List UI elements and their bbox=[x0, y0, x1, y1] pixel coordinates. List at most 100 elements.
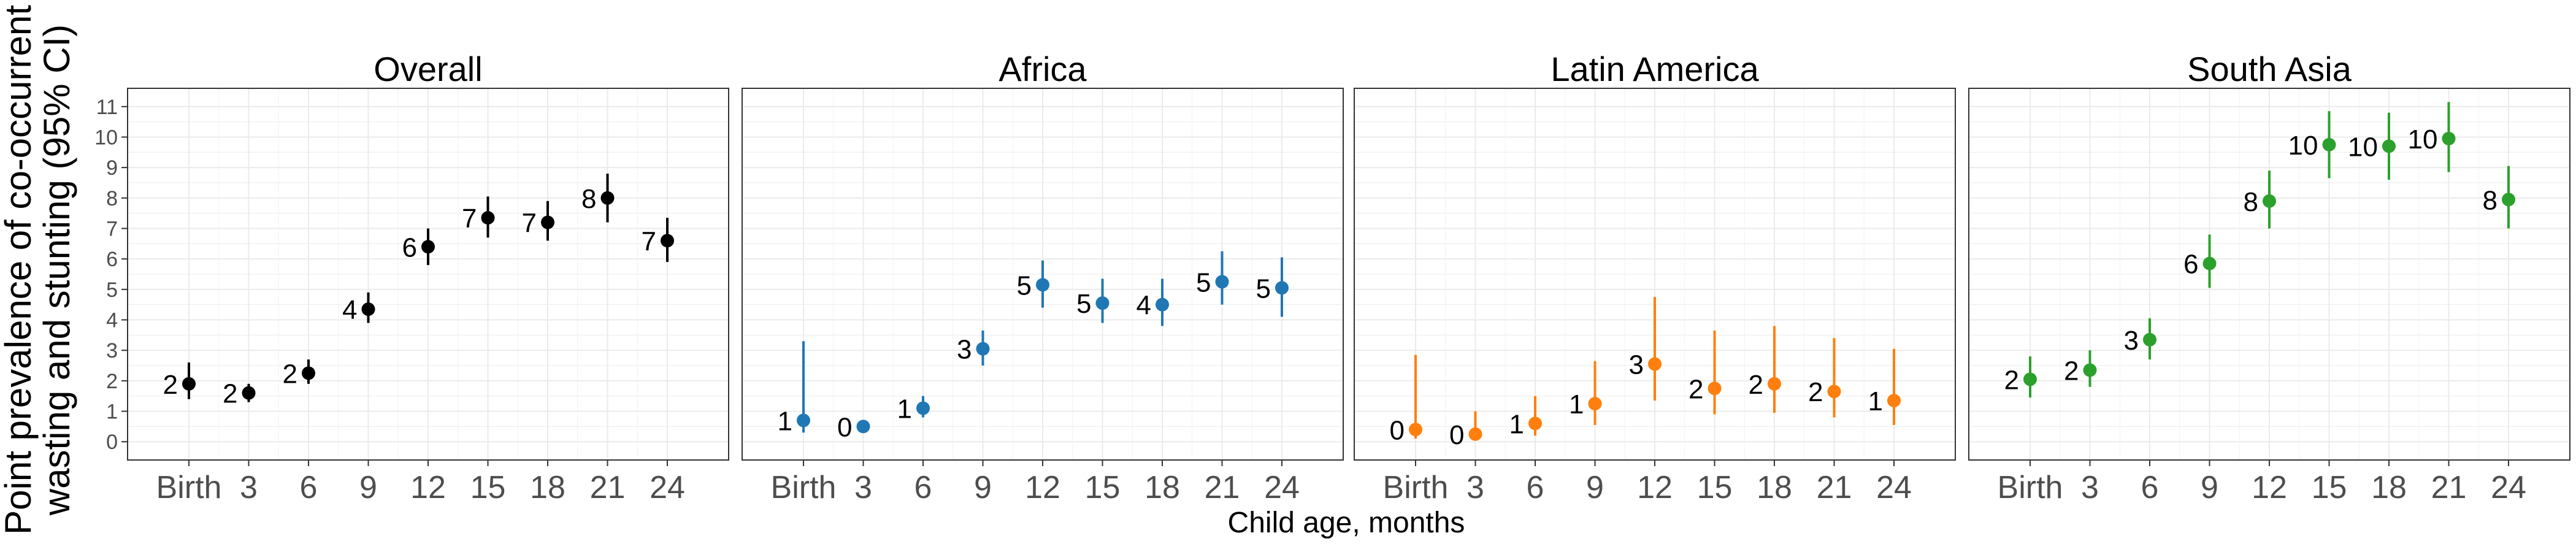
data-label: 5 bbox=[1017, 270, 1032, 301]
data-label: 3 bbox=[957, 335, 972, 365]
data-label: 2 bbox=[1749, 370, 1763, 400]
data-point bbox=[2322, 137, 2336, 151]
y-tick-label: 11 bbox=[96, 96, 118, 119]
data-point bbox=[2023, 372, 2037, 386]
x-tick-label: Birth bbox=[1383, 470, 1449, 505]
x-tick-label: Birth bbox=[1998, 470, 2063, 505]
data-point bbox=[1036, 278, 1049, 292]
data-point bbox=[1887, 394, 1901, 408]
data-point bbox=[2143, 332, 2156, 347]
data-label: 0 bbox=[837, 412, 852, 442]
x-tick-label: 15 bbox=[2312, 470, 2347, 505]
data-label: 0 bbox=[1449, 420, 1464, 450]
x-tick-label: 15 bbox=[470, 470, 506, 505]
x-tick-label: 12 bbox=[1637, 470, 1673, 505]
data-label: 5 bbox=[1196, 267, 1211, 297]
data-point bbox=[302, 366, 315, 380]
facet-title: South Asia bbox=[2187, 50, 2352, 88]
data-point bbox=[1708, 381, 1722, 396]
facet-title: Africa bbox=[999, 50, 1087, 88]
data-label: 7 bbox=[642, 226, 656, 256]
x-tick-label: 9 bbox=[974, 470, 992, 505]
y-tick-label: 10 bbox=[94, 126, 118, 149]
x-tick-label: 24 bbox=[2491, 470, 2526, 505]
y-tick-label: 8 bbox=[106, 187, 118, 210]
x-axis-title: Child age, months bbox=[1228, 507, 1465, 539]
data-label: 5 bbox=[1256, 274, 1271, 304]
data-label: 2 bbox=[223, 379, 237, 409]
data-point bbox=[1095, 296, 1110, 310]
data-point bbox=[976, 342, 990, 356]
data-point bbox=[797, 413, 810, 427]
x-tick-label: 3 bbox=[854, 470, 872, 505]
x-tick-label: 21 bbox=[2431, 470, 2467, 505]
x-tick-label: 24 bbox=[650, 470, 685, 505]
data-point bbox=[1768, 377, 1781, 391]
data-point bbox=[541, 215, 554, 229]
data-label: 10 bbox=[2408, 125, 2438, 155]
facet-panel-africa: Africa Birth 3 6 9 12 15 18 21 24 1 0 1 3 5 5 4 5 5 bbox=[742, 50, 1344, 505]
x-tick-label: 24 bbox=[1264, 470, 1300, 505]
data-label: 4 bbox=[342, 295, 357, 325]
x-tick-label: 21 bbox=[590, 470, 626, 505]
x-tick-label: 21 bbox=[1817, 470, 1852, 505]
data-label: 1 bbox=[778, 406, 792, 436]
x-tick-label: 3 bbox=[1466, 470, 1484, 505]
facet-title: Overall bbox=[374, 50, 482, 88]
x-tick-label: 6 bbox=[2141, 470, 2159, 505]
data-point bbox=[600, 191, 615, 205]
data-point bbox=[361, 302, 375, 316]
y-tick-label: 3 bbox=[106, 339, 118, 362]
data-point bbox=[2202, 256, 2217, 270]
data-label: 6 bbox=[402, 232, 417, 263]
x-tick-label: 9 bbox=[2201, 470, 2218, 505]
data-label: 2 bbox=[283, 359, 297, 389]
x-tick-label: 3 bbox=[240, 470, 258, 505]
data-point bbox=[856, 420, 870, 434]
x-tick-label: 9 bbox=[359, 470, 377, 505]
x-tick-label: 6 bbox=[1527, 470, 1544, 505]
data-label: 2 bbox=[1689, 374, 1703, 404]
data-label: 2 bbox=[1808, 377, 1823, 407]
data-point bbox=[242, 386, 256, 400]
x-tick-label: 9 bbox=[1586, 470, 1604, 505]
x-tick-label: 15 bbox=[1697, 470, 1733, 505]
data-point bbox=[481, 211, 495, 225]
data-point bbox=[2502, 193, 2515, 207]
data-label: 7 bbox=[462, 204, 477, 234]
x-tick-label: Birth bbox=[771, 470, 837, 505]
x-tick-label: Birth bbox=[156, 470, 222, 505]
data-label: 1 bbox=[1868, 386, 1883, 416]
data-point bbox=[1409, 423, 1422, 437]
data-label: 5 bbox=[1076, 289, 1091, 319]
data-label: 1 bbox=[1509, 409, 1524, 439]
x-tick-label: 6 bbox=[300, 470, 318, 505]
data-point bbox=[182, 377, 196, 391]
y-tick-label: 4 bbox=[106, 309, 118, 332]
data-point bbox=[1528, 416, 1542, 431]
data-point bbox=[2382, 139, 2396, 153]
y-axis: 0 1 2 3 4 5 6 7 8 9 10 11 bbox=[94, 96, 128, 454]
y-tick-label: 9 bbox=[106, 156, 118, 180]
x-tick-label: 12 bbox=[410, 470, 446, 505]
data-label: 3 bbox=[1629, 350, 1644, 380]
data-point bbox=[1215, 275, 1229, 289]
y-axis-title-line-1: Point prevalence of co-occurrent bbox=[0, 5, 39, 535]
data-point bbox=[1156, 297, 1169, 312]
data-label: 3 bbox=[2124, 326, 2139, 356]
data-label: 8 bbox=[2244, 187, 2258, 217]
facet-panel-south-asia: South Asia Birth 3 6 9 12 15 18 21 24 2 2 3 6 8 10 10 10 8 bbox=[1968, 50, 2570, 505]
y-tick-label: 0 bbox=[106, 431, 118, 454]
y-tick-label: 7 bbox=[106, 217, 118, 240]
data-label: 1 bbox=[897, 394, 912, 424]
x-tick-label: 18 bbox=[1757, 470, 1792, 505]
x-tick-label: 12 bbox=[1025, 470, 1060, 505]
data-label: 2 bbox=[2064, 356, 2079, 386]
data-label: 10 bbox=[2348, 132, 2378, 162]
x-tick-label: 21 bbox=[1205, 470, 1240, 505]
data-label: 7 bbox=[522, 209, 537, 239]
